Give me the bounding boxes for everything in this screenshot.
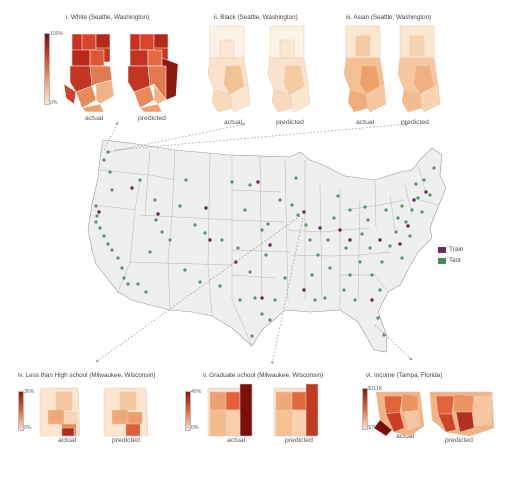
panel-title-asian-seattle: iii. Asian (Seattle, Washington) xyxy=(346,14,432,21)
colorbar-income-min: $7K xyxy=(368,425,378,431)
colorbar-income-max: $111K xyxy=(368,386,383,392)
legend-swatch-train xyxy=(438,247,446,253)
map-asian-actual xyxy=(343,25,387,113)
caption-predicted-black: predicted xyxy=(276,119,304,126)
caption-predicted-income: predicted xyxy=(445,437,473,444)
colorbar-income xyxy=(362,388,368,430)
colorbar-less-than-highschool xyxy=(18,391,24,431)
caption-actual-income: actual xyxy=(396,433,415,440)
panel-title-graduate-school: v. Graduate school (Milwaukee, Wisconsin… xyxy=(203,372,324,379)
caption-predicted-asian: predicted xyxy=(401,119,429,126)
us-outline xyxy=(87,139,447,353)
panel-title-less-than-highschool: iv. Less than High school (Milwaukee, Wi… xyxy=(18,372,156,379)
test-points xyxy=(94,150,436,338)
map-grad-actual xyxy=(207,383,253,437)
train-points xyxy=(97,180,428,302)
connector-lines xyxy=(95,121,413,365)
caption-predicted-white: predicted xyxy=(138,115,166,122)
caption-predicted-grad: predicted xyxy=(285,437,313,444)
map-grad-predicted xyxy=(273,383,319,437)
map-lths-actual xyxy=(39,387,81,437)
legend-swatch-test xyxy=(438,258,446,264)
map-black-actual xyxy=(207,25,251,113)
caption-actual-black: actual xyxy=(224,119,243,126)
colorbar-grad-min: 0% xyxy=(191,425,199,431)
colorbar-white-min: 0% xyxy=(50,100,58,106)
map-lths-predicted xyxy=(103,387,149,437)
caption-predicted-lths: predicted xyxy=(112,437,140,444)
panel-title-income-tampa: vi. Income (Tampa, Florida) xyxy=(366,372,443,379)
map-income-predicted xyxy=(429,391,495,437)
legend-label-train: Train xyxy=(449,246,464,253)
map-income-actual xyxy=(373,391,425,437)
colorbar-lths-min: 0% xyxy=(24,425,32,431)
caption-actual-grad: actual xyxy=(227,437,246,444)
map-white-actual xyxy=(63,33,115,113)
legend-label-test: Test xyxy=(449,257,461,264)
caption-actual-asian: actual xyxy=(356,119,375,126)
map-asian-predicted xyxy=(397,25,441,113)
us-map xyxy=(87,139,447,353)
colorbar-graduate xyxy=(185,391,191,431)
panel-title-black-seattle: ii. Black (Seattle, Washington) xyxy=(214,14,298,21)
colorbar-lths-max: 36% xyxy=(24,389,35,395)
colorbar-white-max: 100% xyxy=(50,31,64,37)
caption-actual-lths: actual xyxy=(58,437,77,444)
map-black-predicted xyxy=(267,25,311,113)
map-white-predicted xyxy=(127,33,179,113)
colorbar-white xyxy=(44,33,50,105)
caption-actual-white: actual xyxy=(85,115,104,122)
colorbar-grad-max: 45% xyxy=(191,389,202,395)
panel-title-white-seattle: i. White (Seattle, Washington) xyxy=(66,14,150,21)
